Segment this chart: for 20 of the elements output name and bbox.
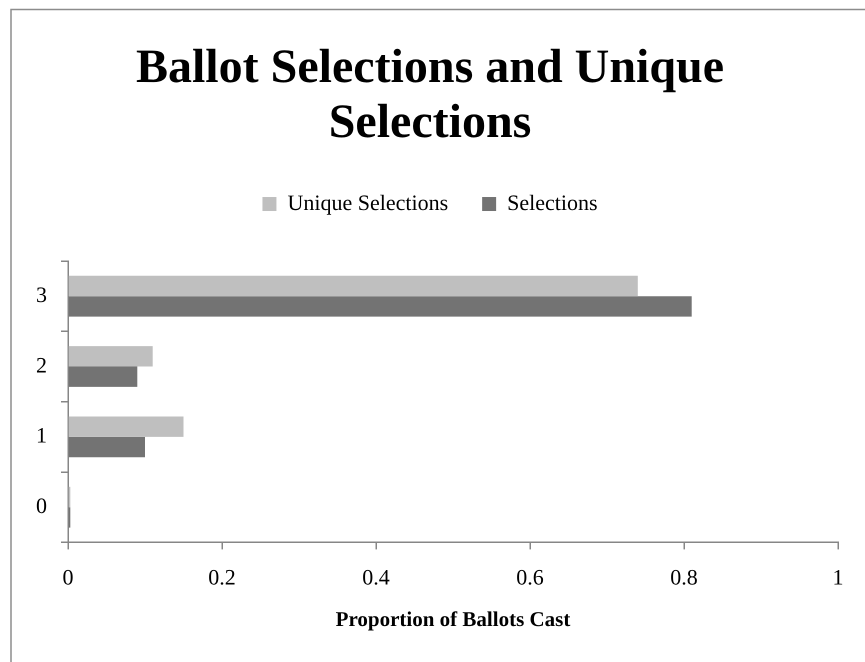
x-tick-label: 0 xyxy=(62,564,74,590)
x-tick-label: 0.8 xyxy=(670,564,698,590)
bar xyxy=(68,276,638,296)
y-tick-label: 3 xyxy=(36,282,47,307)
y-tick-label: 1 xyxy=(36,422,47,448)
legend-label: Unique Selections xyxy=(287,190,448,215)
x-tick-label: 0.4 xyxy=(362,564,390,590)
bar xyxy=(68,296,692,317)
x-tick-label: 1 xyxy=(832,564,844,590)
legend-label: Selections xyxy=(507,190,598,215)
y-tick-label: 0 xyxy=(36,493,47,518)
bar xyxy=(68,366,138,387)
x-tick-label: 0.6 xyxy=(516,564,544,590)
x-axis-title: Proportion of Ballots Cast xyxy=(336,606,570,631)
y-tick-label: 2 xyxy=(36,352,47,378)
bar xyxy=(68,346,153,367)
chart-title: Ballot Selections and Unique Selections xyxy=(136,40,724,148)
x-tick-label: 0.2 xyxy=(208,564,236,590)
bar xyxy=(68,436,145,458)
bar xyxy=(68,416,184,437)
